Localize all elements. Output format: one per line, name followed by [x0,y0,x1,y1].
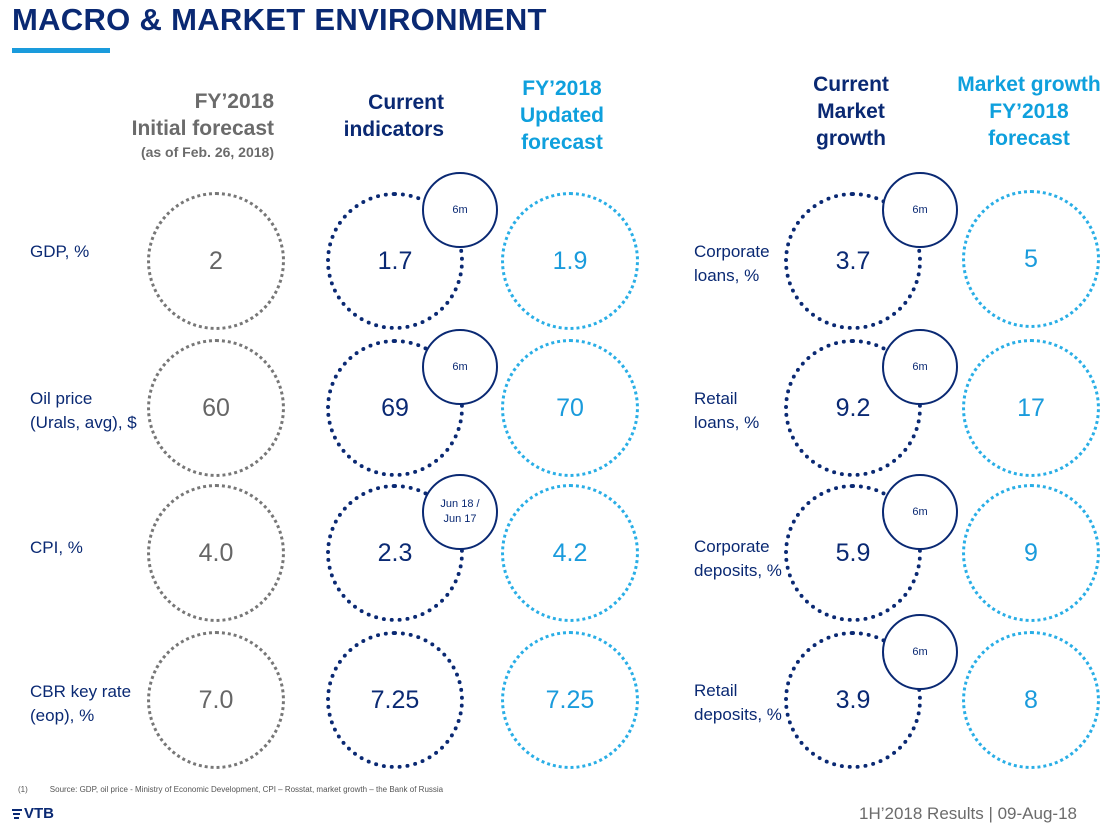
header-market-forecast-line3: forecast [988,127,1070,150]
header-market-current: Current Market growth [790,71,912,152]
updated-forecast-circle: 1.9 [501,192,639,330]
row-label-corporate-deposits: Corporate deposits, % [694,535,782,583]
updated-forecast-circle: 70 [501,339,639,477]
row-label-line2: deposits, % [694,705,782,724]
period-badge: 6m [882,329,958,405]
header-current-indicators: Current indicators [320,89,444,143]
row-label-line1: Oil price [30,389,93,408]
row-label-cbr-key-rate: CBR key rate (eop), % [30,680,131,728]
header-market-forecast-line2: FY’2018 [989,100,1069,123]
badge-line1: Jun 18 / [440,498,480,510]
current-indicator-circle: 2.3 [326,484,464,622]
initial-forecast-circle: 2 [147,192,285,330]
market-forecast-circle: 17 [962,339,1100,477]
row-label-line2: (eop), % [30,706,95,725]
row-label-line1: CBR key rate [30,682,132,701]
row-label-line1: CPI, % [30,538,83,557]
header-initial-line1: FY’2018 [194,90,274,113]
row-label-line1: Corporate [694,242,770,261]
vtb-logo-icon [12,807,22,821]
header-updated-line2: Updated [520,104,604,127]
updated-forecast-circle: 4.2 [501,484,639,622]
header-initial-forecast: FY’2018 Initial forecast (as of Feb. 26,… [100,88,274,162]
header-market-current-line2: Market [817,100,885,123]
market-forecast-circle: 9 [962,484,1100,622]
period-badge: 6m [422,329,498,405]
row-label-cpi: CPI, % [30,536,83,560]
header-market-current-line1: Current [813,73,889,96]
row-label-gdp: GDP, % [30,240,89,264]
period-badge: Jun 18 / Jun 17 [422,474,498,550]
header-initial-line3: (as of Feb. 26, 2018) [140,144,274,160]
header-initial-line2: Initial forecast [131,117,274,140]
header-current-line1: Current [368,91,444,114]
current-indicator-circle: 1.7 [326,192,464,330]
footer-results-date: 1H’2018 Results | 09-Aug-18 [859,804,1077,823]
row-label-retail-deposits: Retail deposits, % [694,679,782,727]
row-label-line1: GDP, % [30,242,90,261]
vtb-logo: VTB [12,805,54,822]
row-label-line2: deposits, % [694,561,782,580]
header-updated-line3: forecast [521,131,603,154]
period-badge: 6m [882,474,958,550]
market-forecast-circle: 8 [962,631,1100,769]
header-market-forecast: Market growth FY’2018 forecast [944,71,1114,152]
row-label-line2: (Urals, avg), $ [30,413,137,432]
row-label-oil-price: Oil price (Urals, avg), $ [30,387,137,435]
row-label-line1: Retail [694,389,738,408]
initial-forecast-circle: 60 [147,339,285,477]
current-indicator-circle: 69 [326,339,464,477]
updated-forecast-circle: 7.25 [501,631,639,769]
market-current-circle: 9.2 [784,339,922,477]
row-label-corporate-loans: Corporate loans, % [694,240,770,288]
row-label-line1: Retail [694,681,738,700]
title-underline [12,48,110,53]
header-updated-line1: FY’2018 [522,77,602,100]
row-label-line1: Corporate [694,537,770,556]
header-market-forecast-line1: Market growth [957,73,1101,96]
source-footnote: (1) Source: GDP, oil price - Ministry of … [18,785,443,794]
initial-forecast-circle: 7.0 [147,631,285,769]
row-label-line2: loans, % [694,266,760,285]
market-current-circle: 3.9 [784,631,922,769]
header-updated-forecast: FY’2018 Updated forecast [500,75,624,156]
page-title: MACRO & MARKET ENVIRONMENT [12,2,547,37]
period-badge: 6m [882,172,958,248]
logo-text: VTB [24,805,54,822]
row-label-retail-loans: Retail loans, % [694,387,759,435]
period-badge: 6m [882,614,958,690]
current-indicator-circle: 7.25 [326,631,464,769]
badge-line2: Jun 17 [443,513,477,525]
initial-forecast-circle: 4.0 [147,484,285,622]
badge-line1: 6m [452,203,468,216]
footnote-ref: (1) [18,785,28,794]
market-forecast-circle: 5 [962,190,1100,328]
market-current-circle: 3.7 [784,192,922,330]
period-badge: 6m [422,172,498,248]
footnote-text: Source: GDP, oil price - Ministry of Eco… [49,785,444,794]
row-label-line2: loans, % [694,413,760,432]
header-current-line2: indicators [343,118,444,141]
header-market-current-line3: growth [816,127,886,150]
badge-line1: 6m [452,360,468,373]
market-current-circle: 5.9 [784,484,922,622]
